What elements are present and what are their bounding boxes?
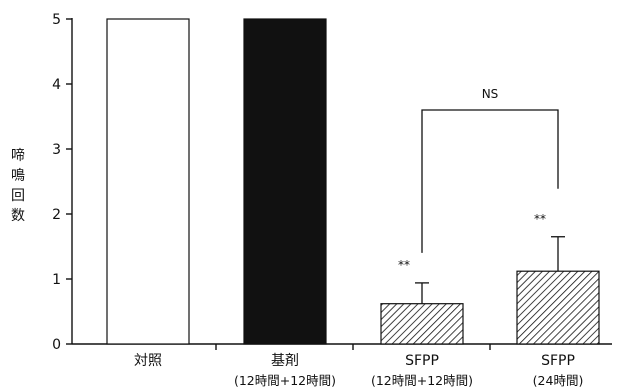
category-label-2: SFPP [405, 353, 439, 369]
category-label-1: 基剤 [271, 352, 299, 369]
bar-1 [243, 18, 327, 345]
y-tick-label-2: 2 [52, 207, 61, 223]
y-tick-label-1: 1 [52, 272, 61, 288]
bar-2 [380, 303, 464, 345]
y-axis-label-char-2: 回 [11, 188, 25, 204]
comparison-label: NS [482, 87, 499, 101]
category-label-3: SFPP [541, 353, 575, 369]
bar-3 [516, 270, 600, 345]
y-tick-label-4: 4 [52, 77, 61, 93]
category-sublabel-1: (12時間+12時間) [234, 373, 336, 388]
category-sublabel-2: (12時間+12時間) [371, 373, 473, 388]
category-sublabel-3: (24時間) [533, 373, 584, 388]
significance-label-2: ** [398, 258, 410, 272]
bar-0 [106, 18, 190, 345]
y-axis-label-char-0: 啼 [11, 148, 25, 164]
y-tick-label-3: 3 [52, 142, 61, 158]
y-tick-label-5: 5 [52, 12, 61, 28]
comparison-bracket [421, 109, 559, 253]
significance-label-3: ** [534, 212, 546, 226]
y-axis-label-char-3: 数 [11, 208, 25, 224]
y-tick-label-0: 0 [52, 337, 61, 353]
category-label-0: 対照 [134, 353, 162, 369]
y-axis-label-char-1: 鳴 [11, 168, 25, 184]
